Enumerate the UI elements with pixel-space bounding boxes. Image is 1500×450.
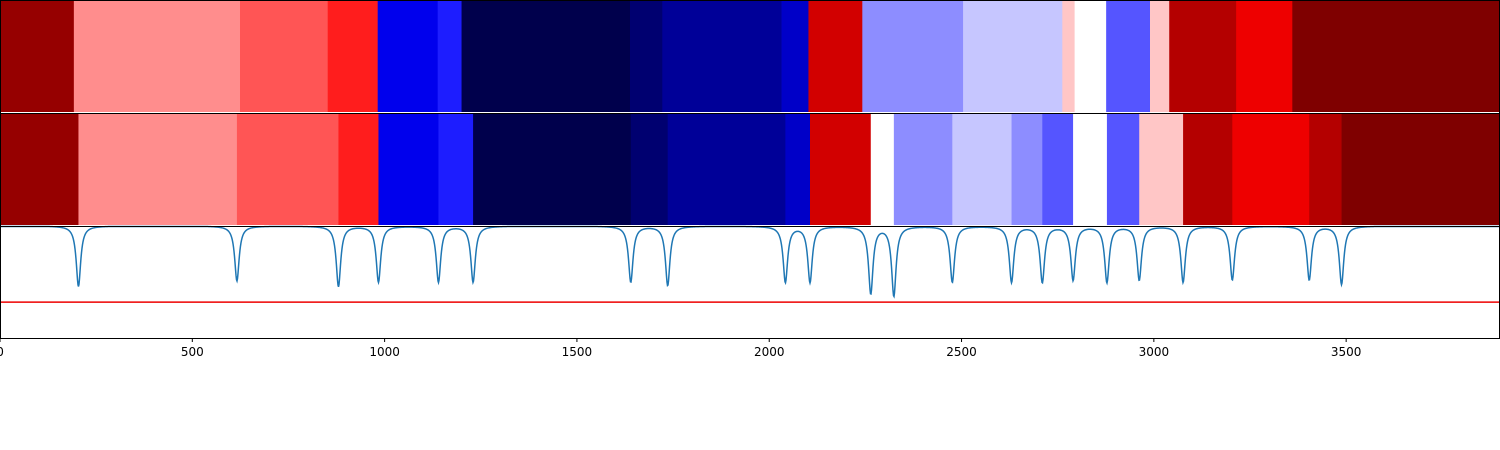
heatmap-cell-r2-5 bbox=[378, 114, 439, 225]
heatmap-row-1 bbox=[0, 1, 1500, 112]
heatmap-cell-r2-9 bbox=[667, 114, 786, 225]
heatmap-cell-r1-6 bbox=[437, 1, 462, 112]
heatmap-cell-r2-11 bbox=[810, 114, 872, 225]
x-tick-label-7: 3000 bbox=[1139, 345, 1170, 359]
heatmap-cell-r2-14 bbox=[952, 114, 1012, 225]
heatmap-cell-r2-7 bbox=[473, 114, 632, 225]
x-tick-label-4: 1500 bbox=[562, 345, 593, 359]
heatmap-cell-r2-3 bbox=[236, 114, 339, 225]
x-tick-label-5: 2000 bbox=[754, 345, 785, 359]
heatmap-cell-r2-17 bbox=[1073, 114, 1108, 225]
heatmap-cell-r1-17 bbox=[1150, 1, 1170, 112]
heatmap-cell-r1-14 bbox=[1062, 1, 1076, 112]
heatmap-cell-r1-16 bbox=[1106, 1, 1151, 112]
x-tick-label-8: 3500 bbox=[1331, 345, 1362, 359]
x-axis: 0 500 1000 1500 2000 2500 3000 3500 bbox=[0, 338, 1361, 359]
heatmap-cell-r2-12 bbox=[870, 114, 895, 225]
heatmap-cell-r1-13 bbox=[963, 1, 1063, 112]
heatmap-cell-r1-5 bbox=[377, 1, 439, 112]
heatmap-cell-r1-7 bbox=[461, 1, 631, 112]
heatmap-cell-r2-20 bbox=[1183, 114, 1233, 225]
heatmap-cell-r1-15 bbox=[1074, 1, 1107, 112]
heatmap-cell-r2-22 bbox=[1309, 114, 1342, 225]
heatmap-cell-r1-8 bbox=[630, 1, 663, 112]
heatmap-cell-r1-10 bbox=[781, 1, 809, 112]
heatmap-cell-r1-11 bbox=[808, 1, 863, 112]
heatmap-cell-r1-9 bbox=[662, 1, 782, 112]
heatmap-cell-r1-1 bbox=[0, 1, 75, 112]
heatmap-cell-r2-2 bbox=[78, 114, 238, 225]
heatmap-cell-r1-2 bbox=[73, 1, 241, 112]
heatmap-cell-r2-16 bbox=[1042, 114, 1074, 225]
heatmap-cell-r2-19 bbox=[1139, 114, 1184, 225]
x-tick-label-6: 2500 bbox=[946, 345, 977, 359]
heatmap-cell-r1-19 bbox=[1236, 1, 1293, 112]
heatmap-cell-r2-15 bbox=[1011, 114, 1043, 225]
heatmap-cell-r2-4 bbox=[338, 114, 379, 225]
x-tick-label-1: 0 bbox=[0, 345, 4, 359]
heatmap-cell-r1-18 bbox=[1169, 1, 1237, 112]
heatmap-cell-r2-18 bbox=[1106, 114, 1140, 225]
heatmap-cell-r2-1 bbox=[0, 114, 79, 225]
line-panel bbox=[0, 225, 1500, 338]
x-tick-label-3: 1000 bbox=[369, 345, 400, 359]
heatmap-cell-r1-20 bbox=[1292, 1, 1500, 112]
x-tick-label-2: 500 bbox=[181, 345, 204, 359]
line-panel-background bbox=[0, 226, 1500, 338]
heatmap-cell-r2-13 bbox=[893, 114, 953, 225]
heatmap-cell-r1-3 bbox=[240, 1, 329, 112]
heatmap-cell-r2-6 bbox=[438, 114, 474, 225]
heatmap-cell-r2-8 bbox=[630, 114, 669, 225]
heatmap-cell-r2-10 bbox=[785, 114, 811, 225]
heatmap-cell-r2-21 bbox=[1232, 114, 1310, 225]
heatmap-row-2 bbox=[0, 114, 1500, 225]
heatmap-cell-r2-23 bbox=[1341, 114, 1500, 225]
heatmap-cell-r1-4 bbox=[327, 1, 379, 112]
heatmap-cell-r1-12 bbox=[862, 1, 964, 112]
